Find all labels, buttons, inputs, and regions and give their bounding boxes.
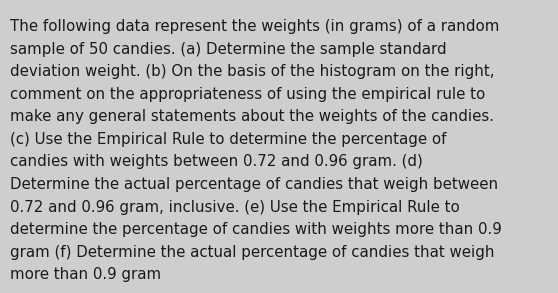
Text: The following data represent the weights (in grams) of a random: The following data represent the weights…	[10, 19, 499, 34]
Text: sample of 50 candies. (a) Determine the sample standard: sample of 50 candies. (a) Determine the …	[10, 42, 446, 57]
Text: more than 0.9 gram: more than 0.9 gram	[10, 267, 161, 282]
Text: gram (f) Determine the actual percentage of candies that weigh: gram (f) Determine the actual percentage…	[10, 245, 494, 260]
Text: 0.72 and 0.96 gram, inclusive. (e) Use the Empirical Rule to: 0.72 and 0.96 gram, inclusive. (e) Use t…	[10, 200, 460, 214]
Text: determine the percentage of candies with weights more than 0.9: determine the percentage of candies with…	[10, 222, 502, 237]
Text: comment on the appropriateness of using the empirical rule to: comment on the appropriateness of using …	[10, 87, 485, 102]
Text: (c) Use the Empirical Rule to determine the percentage of: (c) Use the Empirical Rule to determine …	[10, 132, 446, 147]
Text: Determine the actual percentage of candies that weigh between: Determine the actual percentage of candi…	[10, 177, 498, 192]
Text: deviation weight. (b) On the basis of the histogram on the right,: deviation weight. (b) On the basis of th…	[10, 64, 494, 79]
Text: make any general statements about the weights of the candies.: make any general statements about the we…	[10, 109, 494, 124]
Text: candies with weights between 0.72 and 0.96 gram. (d): candies with weights between 0.72 and 0.…	[10, 154, 423, 169]
